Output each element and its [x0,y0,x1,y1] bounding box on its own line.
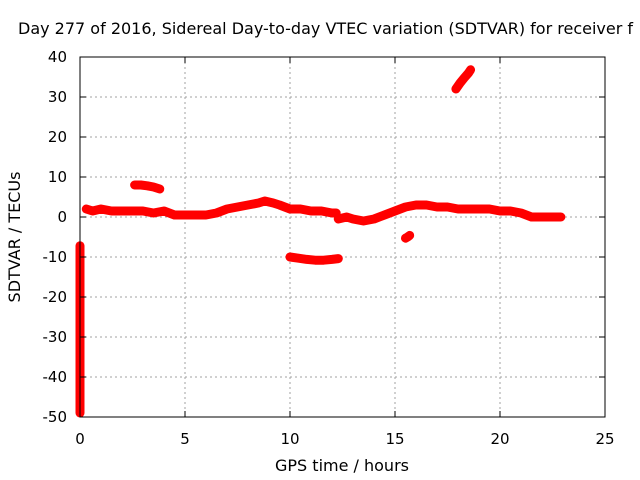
data-series [75,65,566,418]
data-point [144,182,151,189]
data-point [131,182,138,188]
data-point [98,206,104,212]
data-point [224,206,230,212]
data-point [150,184,157,190]
data-point [549,214,556,220]
series-band [81,196,341,220]
x-tick-label: 5 [180,430,190,448]
data-point [371,216,377,222]
data-point [465,206,472,212]
data-point [129,208,136,214]
data-point [360,218,367,224]
x-tick-label: 15 [385,430,404,448]
data-point [497,208,503,214]
y-tick-label: 0 [57,208,67,226]
data-point [406,232,413,239]
data-point [303,256,310,263]
data-point [287,254,293,260]
data-point [287,206,293,212]
data-point [182,212,188,218]
y-tick-label: 10 [48,168,67,186]
data-point [413,202,419,208]
data-point [171,212,178,218]
data-point [108,208,115,214]
data-point [465,70,472,76]
y-tick-label: -20 [43,288,68,306]
data-point [245,202,251,208]
data-point [333,210,340,216]
data-point [161,208,167,214]
data-point [486,206,493,212]
data-point [539,214,545,220]
data-point [192,212,199,218]
data-point [329,256,335,263]
data-point [457,80,464,86]
y-tick-label: -50 [43,408,68,426]
data-point [350,216,356,222]
data-point [392,208,398,214]
data-point [270,200,277,206]
plot-frame [79,56,606,418]
data-point [402,204,409,210]
x-axis-label: GPS time / hours [275,456,409,475]
data-point [318,208,325,214]
data-point [261,198,268,204]
data-point [276,202,283,208]
data-point [343,214,350,220]
ticks: 0 5 10 15 20 25 -50 -40 -30 -20 -10 0 10 20 30 40 [43,48,615,448]
data-point [444,204,451,210]
data-point [335,216,342,222]
data-point [381,212,388,218]
data-point [137,182,144,188]
data-point [213,210,220,216]
data-point [423,202,430,208]
data-point [312,257,319,264]
data-point [150,210,157,216]
y-tick-label: -40 [43,368,68,386]
data-point [452,86,459,92]
y-tick-label: -10 [43,248,68,266]
data-point [455,206,461,212]
data-point [507,208,514,214]
data-point [308,208,314,214]
data-point [234,204,241,210]
x-tick-label: 20 [490,430,509,448]
data-point [467,66,474,73]
y-axis-label: SDTVAR / TECUs [5,172,24,303]
data-point [255,200,262,206]
x-tick-label: 25 [595,430,614,448]
data-point [89,208,96,214]
data-point [140,208,146,214]
data-point [203,212,209,218]
x-tick-label: 10 [280,430,299,448]
data-point [476,206,482,212]
data-point [156,186,163,192]
data-point [518,210,524,216]
data-point [434,204,440,210]
data-point [119,208,125,214]
chart-title: Day 277 of 2016, Sidereal Day-to-day VTE… [18,19,633,38]
x-tick-label: 0 [75,430,85,448]
data-point [335,255,342,262]
data-point [295,255,302,262]
data-point [320,257,327,264]
data-point [528,214,535,220]
data-point [297,206,304,212]
data-point [83,206,90,212]
y-tick-label: -30 [43,328,68,346]
y-tick-label: 30 [48,88,67,106]
data-point [557,214,564,220]
y-tick-label: 40 [48,48,67,66]
data-point [461,74,468,81]
grid [80,57,605,417]
y-tick-label: 20 [48,128,67,146]
